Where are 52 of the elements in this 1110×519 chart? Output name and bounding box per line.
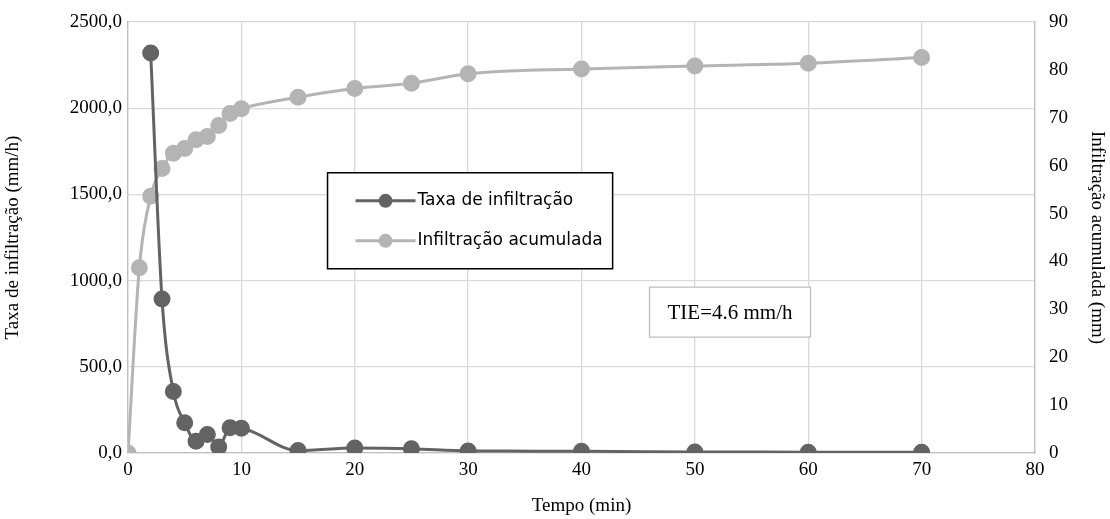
point [459, 65, 477, 83]
legend-label: Taxa de infiltração [416, 189, 574, 210]
x-tick-label: 70 [912, 458, 932, 480]
point [686, 57, 704, 75]
y2-tick-label: 40 [1049, 249, 1068, 271]
point [153, 290, 171, 308]
y-tick-label: 1000,0 [69, 268, 122, 290]
annotation: TIE=4.6 mm/h [667, 299, 794, 324]
point [142, 44, 160, 62]
point [573, 60, 590, 78]
point [346, 80, 364, 98]
point [130, 259, 148, 277]
point [799, 54, 817, 72]
point [402, 74, 420, 92]
point [198, 426, 216, 444]
y2-tick-label: 80 [1049, 57, 1068, 79]
y2-tick-label: 50 [1049, 201, 1068, 223]
x-tick-label: 40 [572, 458, 591, 480]
y2-tick-label: 90 [1049, 9, 1068, 31]
point [402, 440, 420, 453]
point [210, 116, 228, 134]
y2-tick-label: 0 [1049, 440, 1059, 462]
y-tick-label: 2000,0 [69, 96, 122, 118]
y-tick-label: 2500,0 [69, 9, 122, 31]
x-tick-label: 60 [798, 458, 818, 480]
point [176, 139, 194, 157]
x-axis-title: Tempo (min) [531, 493, 632, 516]
point [289, 88, 307, 106]
y2-tick-label: 10 [1049, 393, 1068, 415]
y2-tick-label: 60 [1049, 153, 1068, 175]
x-tick-label: 10 [231, 458, 251, 480]
y-axis-title: Taxa de infiltração (mm/h) [1, 135, 24, 340]
x-tick-label: 50 [685, 458, 705, 480]
point [164, 382, 182, 400]
x-tick-label: 20 [345, 458, 365, 480]
point [198, 127, 216, 145]
x-tick-label: 80 [1025, 458, 1045, 480]
y2-tick-label: 70 [1049, 105, 1068, 127]
y-tick-label: 0,0 [98, 440, 122, 462]
y2-tick-label: 30 [1049, 297, 1068, 319]
point [210, 438, 228, 453]
point [232, 100, 250, 118]
y2-axis-title: Infiltração acumulada (mm) [1086, 130, 1109, 345]
point [346, 439, 364, 453]
y-tick-label: 1500,0 [69, 182, 122, 204]
x-tick-label: 0 [123, 458, 133, 480]
legend-label: Infiltração acumulada [417, 229, 603, 250]
point [176, 414, 194, 432]
point [913, 48, 931, 66]
y2-tick-label: 20 [1049, 345, 1068, 367]
y-tick-label: 500,0 [79, 354, 122, 376]
x-tick-label: 30 [458, 458, 478, 480]
